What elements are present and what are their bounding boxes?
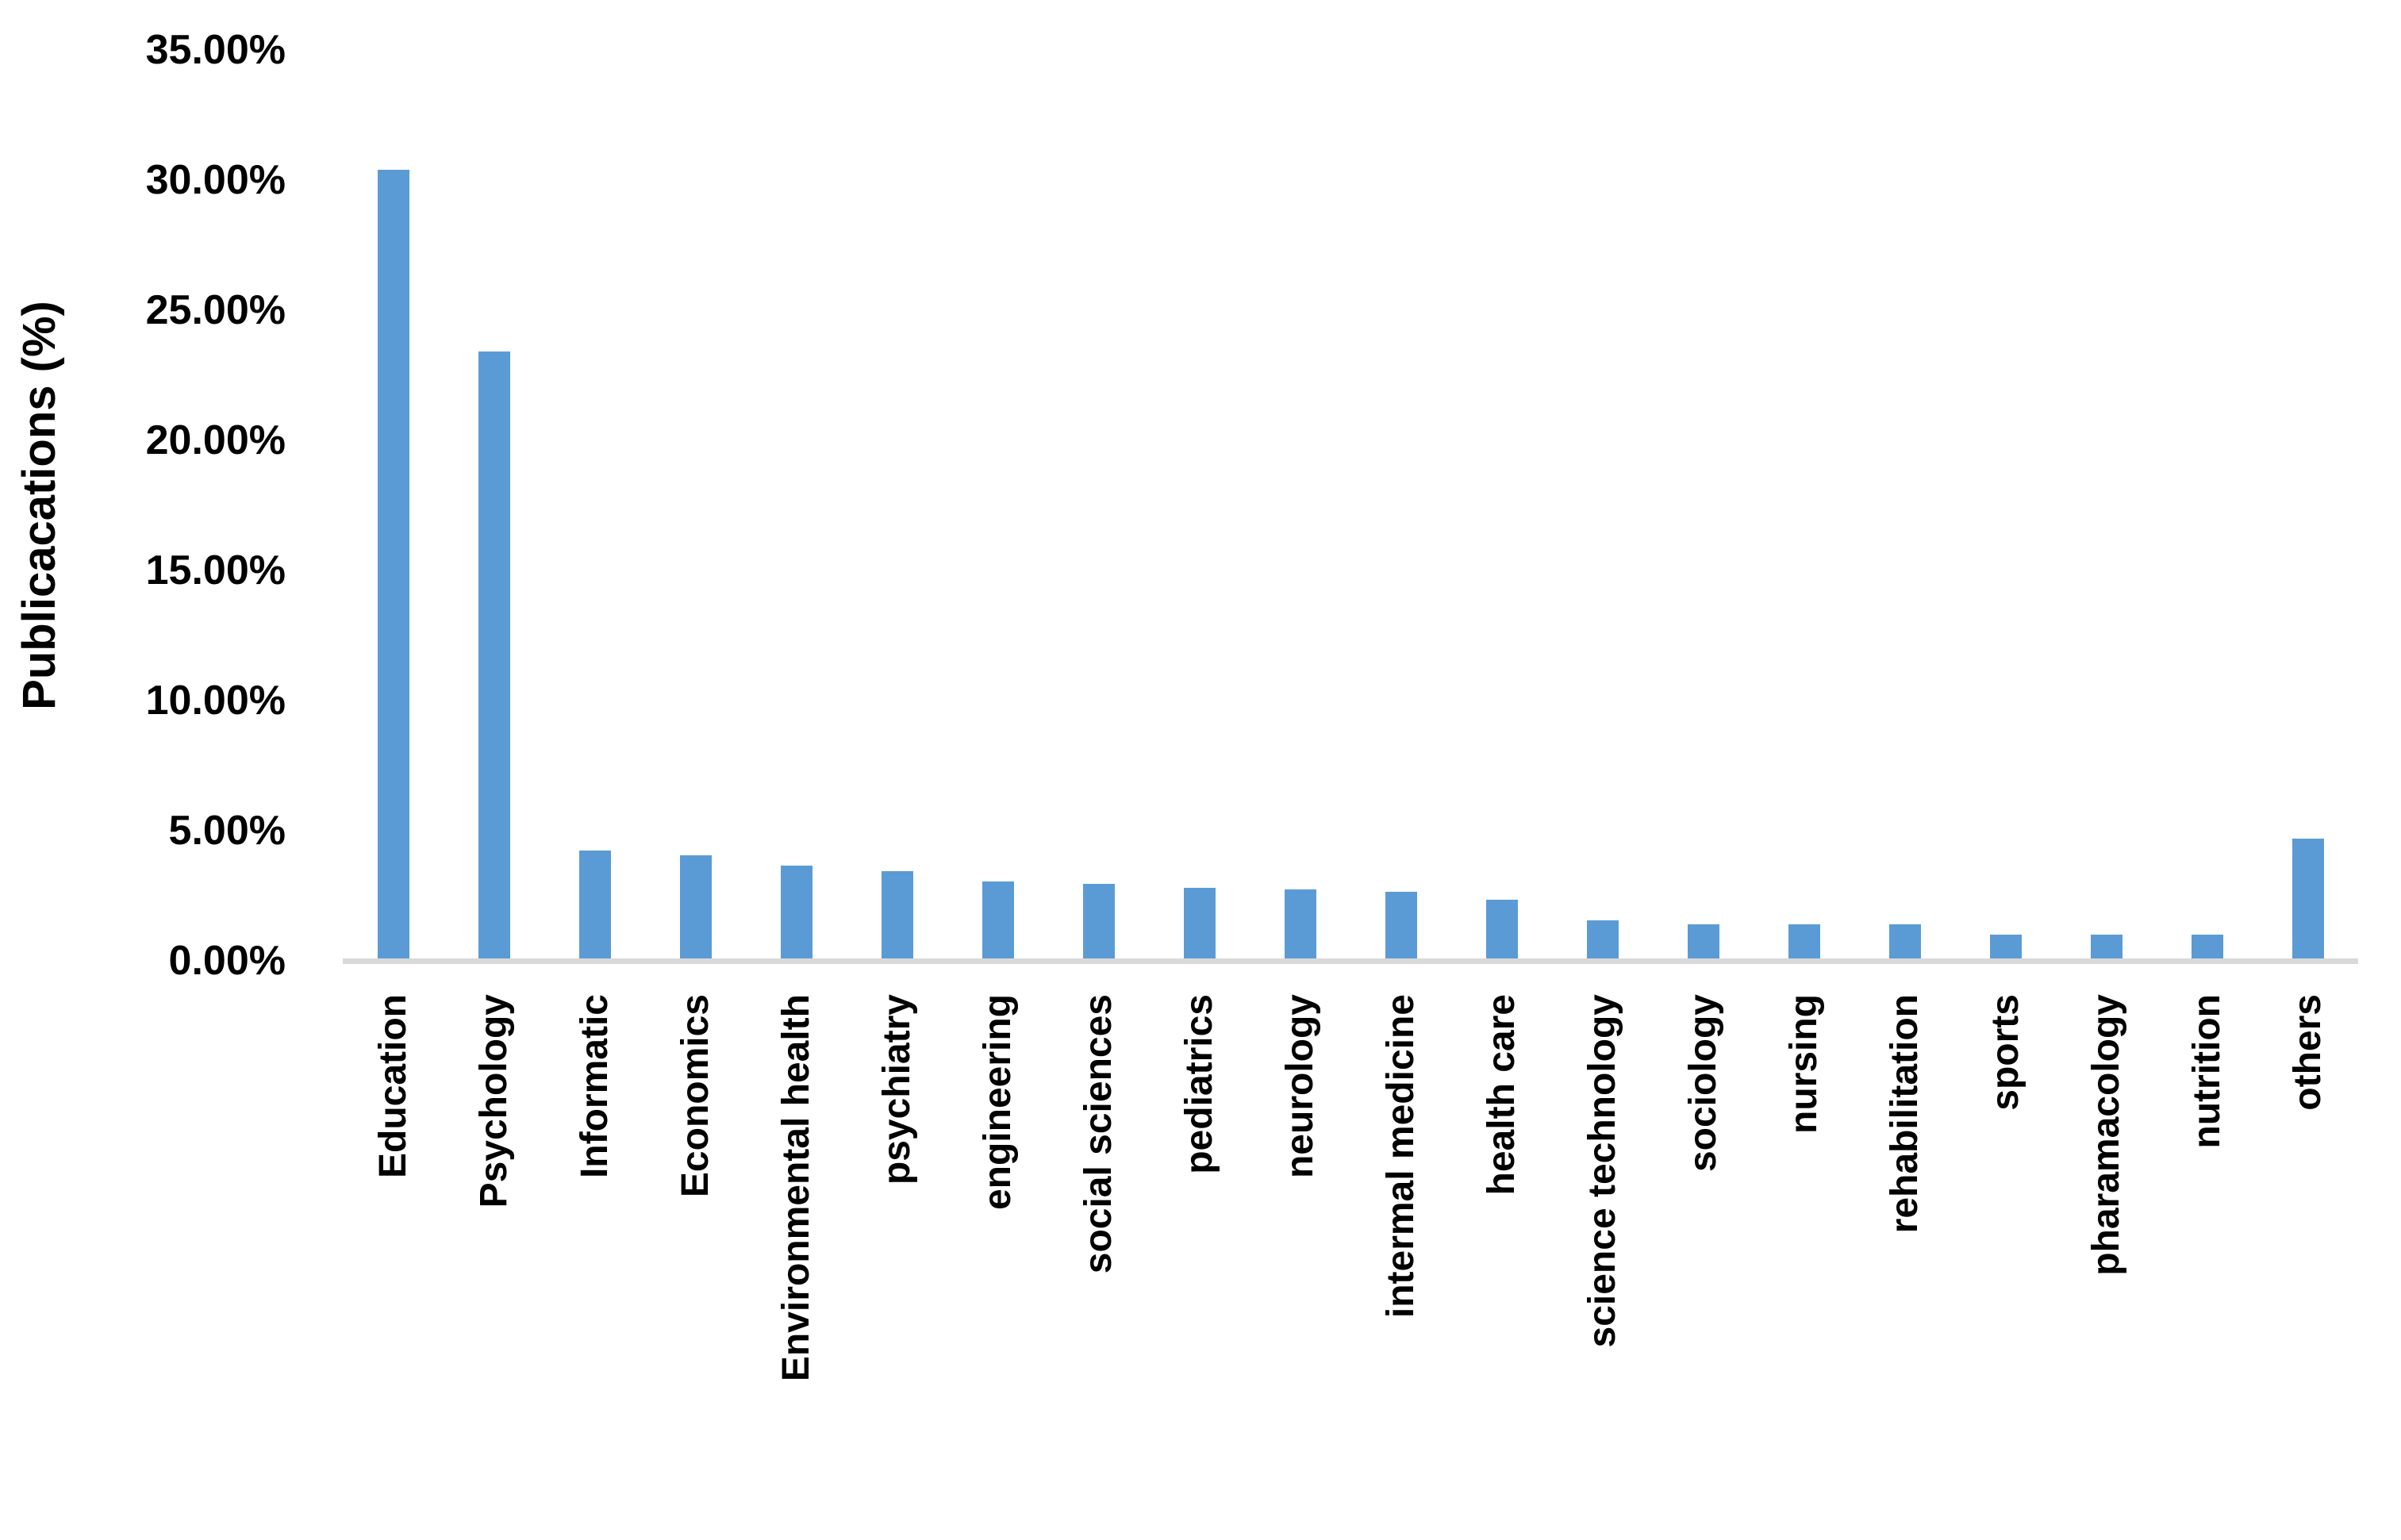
bar-nursing <box>1788 924 1820 961</box>
x-category-label-text: others <box>2286 994 2329 1111</box>
y-tick-label: 10.00% <box>145 678 286 724</box>
y-tick-label: 20.00% <box>145 417 286 463</box>
x-category-label-text: psychiatry <box>875 994 918 1185</box>
bar-pediatrics <box>1183 888 1216 961</box>
bar-engineering <box>982 881 1014 961</box>
x-category-label-text: pediatrics <box>1177 994 1220 1174</box>
y-tick-label: 15.00% <box>145 547 286 593</box>
x-category-label-text: rehabilitation <box>1883 994 1926 1234</box>
y-tick-label: 30.00% <box>145 157 286 203</box>
x-category-label-text: Informatic <box>573 994 616 1179</box>
bar-sociology <box>1687 924 1719 961</box>
x-category-label-text: science technology <box>1581 994 1623 1348</box>
bar-pharamacology <box>2090 935 2122 961</box>
bar-education <box>377 169 409 961</box>
x-category-label-text: engineering <box>976 994 1019 1211</box>
x-category-label-text: sports <box>1984 994 2026 1111</box>
x-category-label-text: Psychology <box>472 994 515 1208</box>
bar-psychology <box>478 351 510 961</box>
bar-nutrition <box>2191 935 2223 961</box>
y-tick-label: 35.00% <box>145 27 286 73</box>
x-category-label-text: social sciences <box>1077 994 1120 1274</box>
y-tick-label: 0.00% <box>168 938 286 984</box>
bar-science-technology <box>1586 920 1619 961</box>
x-category-label-text: Economics <box>674 994 716 1198</box>
x-category-label-text: neurology <box>1278 994 1321 1179</box>
x-axis-line <box>343 958 2358 964</box>
bar-social-sciences <box>1082 884 1115 961</box>
plot-area <box>343 50 2358 964</box>
x-category-label-text: nursing <box>1782 994 1825 1134</box>
bar-rehabilitation <box>1888 924 1921 961</box>
bar-informatic <box>578 850 611 961</box>
bar-neurology <box>1284 889 1316 961</box>
y-axis-title-text: Publicacations (%) <box>13 301 65 710</box>
x-category-label-text: Education <box>371 994 414 1179</box>
x-category-label-text: sociology <box>1681 994 1724 1173</box>
x-category-label-text: pharamacology <box>2084 994 2127 1276</box>
bar-intermal-medicine <box>1385 892 1417 961</box>
bar-economics <box>679 855 712 961</box>
x-category-label-text: intermal medicine <box>1379 994 1422 1319</box>
x-category-label-text: Environmental health <box>774 994 817 1382</box>
y-tick-label: 5.00% <box>168 808 286 854</box>
x-category-label-text: health care <box>1480 994 1523 1196</box>
bar-psychiatry <box>881 870 913 961</box>
bar-sports <box>1989 935 2022 961</box>
bar-others <box>2292 838 2324 961</box>
bar-health-care <box>1485 899 1518 961</box>
y-tick-label: 25.00% <box>145 287 286 333</box>
bar-environmental-health <box>780 866 812 961</box>
x-category-label-text: nutrition <box>2185 994 2228 1149</box>
